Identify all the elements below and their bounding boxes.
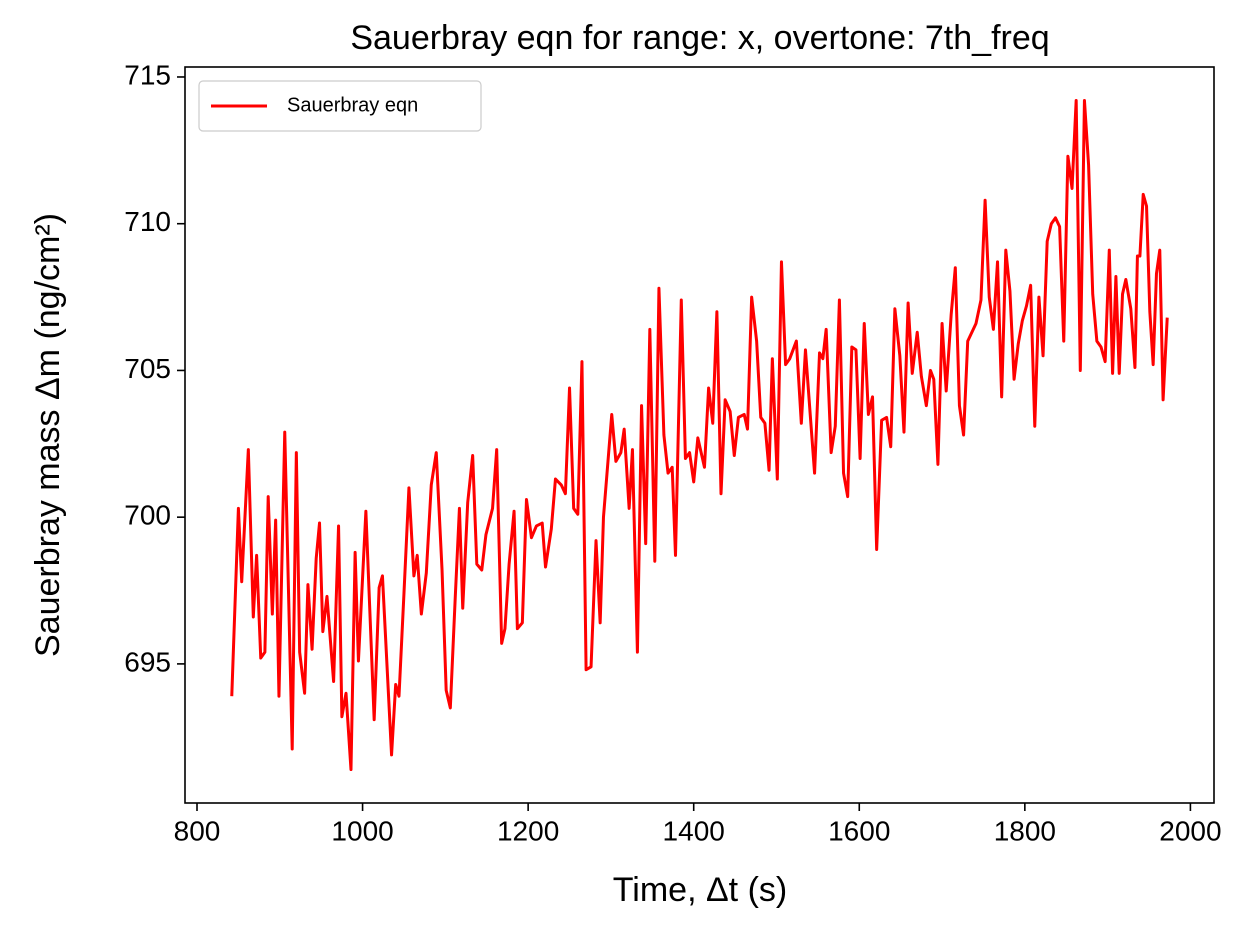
x-tick-label: 1000 (331, 815, 393, 846)
y-axis-label: Sauerbray mass Δm (ng/cm²) (29, 213, 67, 657)
y-tick-label: 710 (124, 206, 171, 237)
y-tick-label: 705 (124, 353, 171, 384)
legend-label: Sauerbray eqn (287, 94, 418, 116)
x-tick-label: 2000 (1159, 815, 1221, 846)
plot-frame (184, 66, 1215, 804)
chart-title: Sauerbray eqn for range: x, overtone: 7t… (350, 19, 1049, 57)
legend-box (198, 80, 482, 132)
x-tick-label: 1200 (497, 815, 559, 846)
data-line (230, 98, 1169, 772)
x-tick-label: 800 (174, 815, 221, 846)
y-tick-label: 695 (124, 646, 171, 677)
x-tick-label: 1600 (828, 815, 890, 846)
y-tick-label: 700 (124, 500, 171, 531)
x-tick-label: 1800 (994, 815, 1056, 846)
x-tick-label: 1400 (663, 815, 725, 846)
x-axis-label: Time, Δt (s) (613, 871, 787, 909)
y-tick-label: 715 (124, 59, 171, 90)
